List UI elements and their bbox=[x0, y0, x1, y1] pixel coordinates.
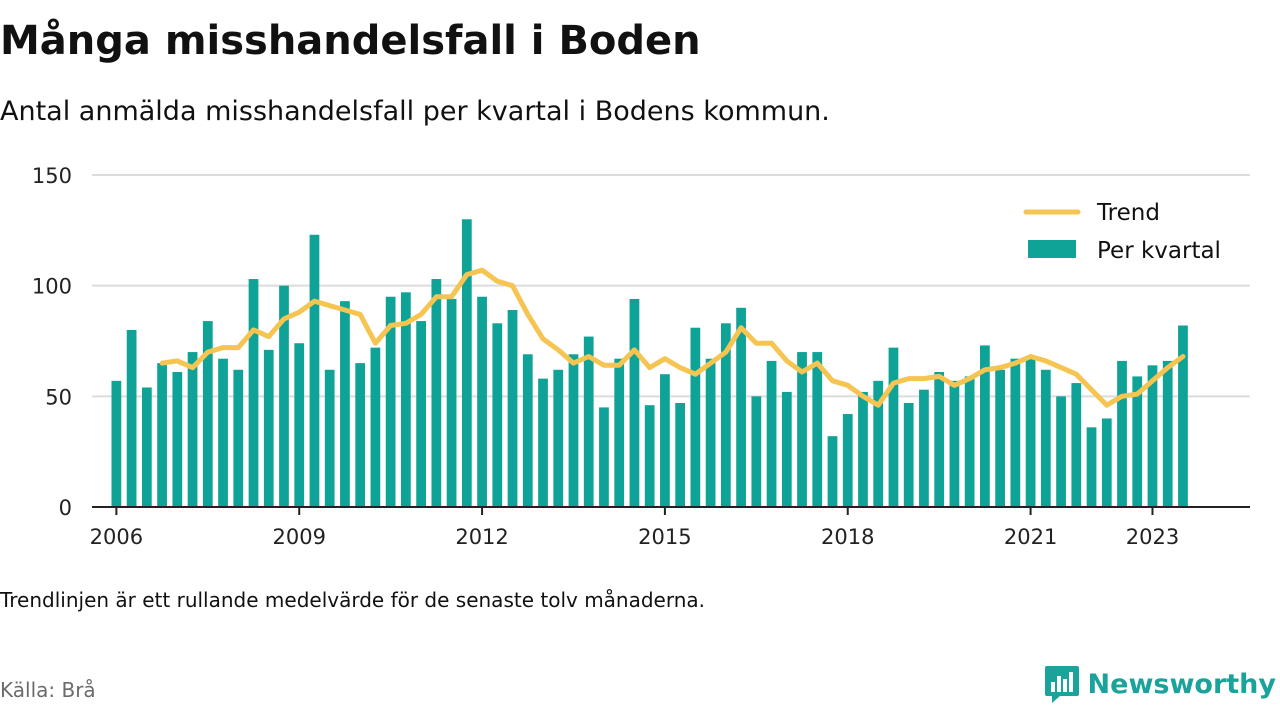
bar-2008-q2 bbox=[248, 279, 259, 507]
bar-2009-q3 bbox=[324, 369, 335, 507]
legend: Trend Per kvartal bbox=[1023, 200, 1221, 264]
bar-2013-q2 bbox=[553, 369, 564, 507]
bar-2010-q2 bbox=[370, 347, 381, 507]
bar-2008-q3 bbox=[263, 349, 274, 507]
bar-2019-q3 bbox=[934, 371, 945, 507]
x-tick-label-2018: 2018 bbox=[821, 525, 874, 549]
bar-2012-q4 bbox=[522, 354, 533, 507]
trend-line bbox=[159, 267, 1186, 408]
bar-2011-q1 bbox=[416, 321, 426, 507]
line-series-trend bbox=[159, 267, 1186, 408]
bar-2020-q4 bbox=[1010, 358, 1021, 507]
bar-2015-q3 bbox=[690, 327, 701, 507]
bar-2016-q2 bbox=[736, 307, 746, 507]
bar-series-per-kvartal bbox=[111, 219, 1188, 507]
bar-2013-q3 bbox=[568, 354, 579, 507]
brand-logo: Newsworthy bbox=[1044, 664, 1276, 704]
bar-2011-q2 bbox=[431, 279, 442, 507]
bar-2010-q4 bbox=[401, 292, 411, 507]
bar-2019-q1 bbox=[903, 402, 914, 507]
bar-2012-q2 bbox=[492, 323, 503, 507]
bar-2008-q1 bbox=[233, 369, 244, 507]
bar-2006-q3 bbox=[141, 387, 152, 507]
bar-2008-q4 bbox=[279, 285, 289, 507]
y-tick-label-0: 0 bbox=[59, 496, 72, 520]
legend-swatch-per-kvartal bbox=[1028, 240, 1076, 258]
bar-2011-q3 bbox=[446, 298, 457, 507]
bar-2007-q3 bbox=[202, 321, 213, 507]
brand-name: Newsworthy bbox=[1087, 668, 1276, 700]
bar-2017-q4 bbox=[827, 436, 838, 507]
bar-2022-q2 bbox=[1101, 418, 1112, 507]
bar-2018-q3 bbox=[873, 380, 884, 507]
bar-2018-q4 bbox=[888, 347, 899, 507]
bar-2023-q2 bbox=[1162, 360, 1173, 507]
axes: 0 50 100 150 2006 2009 2012 2015 2018 2021 2023 bbox=[32, 164, 1250, 549]
bar-2016-q3 bbox=[751, 396, 762, 507]
bar-2018-q2 bbox=[858, 391, 868, 507]
bar-2017-q2 bbox=[797, 352, 807, 507]
x-tick-label-2021: 2021 bbox=[1004, 525, 1057, 549]
y-tick-label-150: 150 bbox=[32, 164, 72, 188]
chart: 0 50 100 150 2006 2009 2012 2015 2018 2021 2023 Tr… bbox=[32, 164, 1250, 549]
x-tick-label-2009: 2009 bbox=[272, 525, 325, 549]
bar-2022-q4 bbox=[1132, 376, 1143, 507]
bar-2015-q4 bbox=[705, 358, 716, 507]
bar-2014-q3 bbox=[629, 298, 640, 507]
bar-2021-q1 bbox=[1025, 356, 1036, 507]
x-tick-label-2015: 2015 bbox=[638, 525, 691, 549]
bar-2014-q1 bbox=[599, 407, 609, 507]
bar-2019-q4 bbox=[949, 380, 960, 507]
bar-2020-q3 bbox=[995, 369, 1005, 507]
bar-2014-q2 bbox=[614, 358, 625, 507]
x-tick-label-2012: 2012 bbox=[455, 525, 508, 549]
bar-2006-q1 bbox=[111, 380, 122, 507]
y-tick-label-100: 100 bbox=[32, 275, 72, 299]
bar-2006-q4 bbox=[157, 363, 167, 507]
bar-2021-q4 bbox=[1071, 383, 1082, 507]
bar-2013-q4 bbox=[583, 336, 594, 507]
x-tick-label-2023: 2023 bbox=[1126, 525, 1179, 549]
bar-chart-speech-bubble-icon bbox=[1044, 666, 1079, 703]
bar-2013-q1 bbox=[538, 378, 548, 507]
bar-2016-q1 bbox=[720, 323, 731, 507]
chart-title: Många misshandelsfall i Boden bbox=[0, 18, 701, 64]
bar-2023-q1 bbox=[1147, 365, 1158, 507]
bar-2015-q2 bbox=[675, 402, 686, 507]
bar-2017-q3 bbox=[812, 352, 823, 507]
bar-2020-q2 bbox=[980, 345, 990, 507]
legend-label-trend: Trend bbox=[1096, 200, 1160, 226]
bar-2018-q1 bbox=[842, 414, 853, 507]
legend-label-per-kvartal: Per kvartal bbox=[1097, 238, 1221, 264]
bar-2007-q1 bbox=[172, 371, 183, 507]
bar-2006-q2 bbox=[126, 329, 137, 507]
y-tick-label-50: 50 bbox=[45, 385, 72, 409]
bar-2007-q2 bbox=[187, 352, 198, 507]
bar-2022-q1 bbox=[1086, 427, 1097, 507]
bar-2010-q3 bbox=[385, 296, 396, 507]
bar-2015-q1 bbox=[660, 374, 670, 507]
bar-2020-q1 bbox=[964, 376, 975, 507]
bar-2009-q2 bbox=[309, 234, 320, 507]
chart-footnote: Trendlinjen är ett rullande medelvärde f… bbox=[0, 588, 706, 612]
source-credit: Källa: Brå bbox=[0, 678, 96, 702]
bar-2010-q1 bbox=[355, 363, 366, 507]
bar-2016-q4 bbox=[766, 360, 777, 507]
bar-2023-q3 bbox=[1178, 325, 1188, 507]
bar-2011-q4 bbox=[461, 219, 472, 507]
x-tick-label-2006: 2006 bbox=[90, 525, 143, 549]
bar-2022-q3 bbox=[1117, 360, 1127, 507]
bar-2021-q2 bbox=[1040, 369, 1051, 507]
bar-2009-q1 bbox=[294, 343, 305, 507]
bar-2021-q3 bbox=[1056, 396, 1066, 507]
bar-2012-q3 bbox=[507, 310, 518, 507]
bar-2017-q1 bbox=[781, 391, 792, 507]
bar-2009-q4 bbox=[340, 301, 350, 507]
bar-2019-q2 bbox=[919, 389, 929, 507]
chart-subtitle: Antal anmälda misshandelsfall per kvarta… bbox=[0, 96, 830, 127]
bar-2014-q4 bbox=[644, 405, 655, 507]
bar-2007-q4 bbox=[218, 358, 228, 507]
bar-2012-q1 bbox=[477, 296, 487, 507]
